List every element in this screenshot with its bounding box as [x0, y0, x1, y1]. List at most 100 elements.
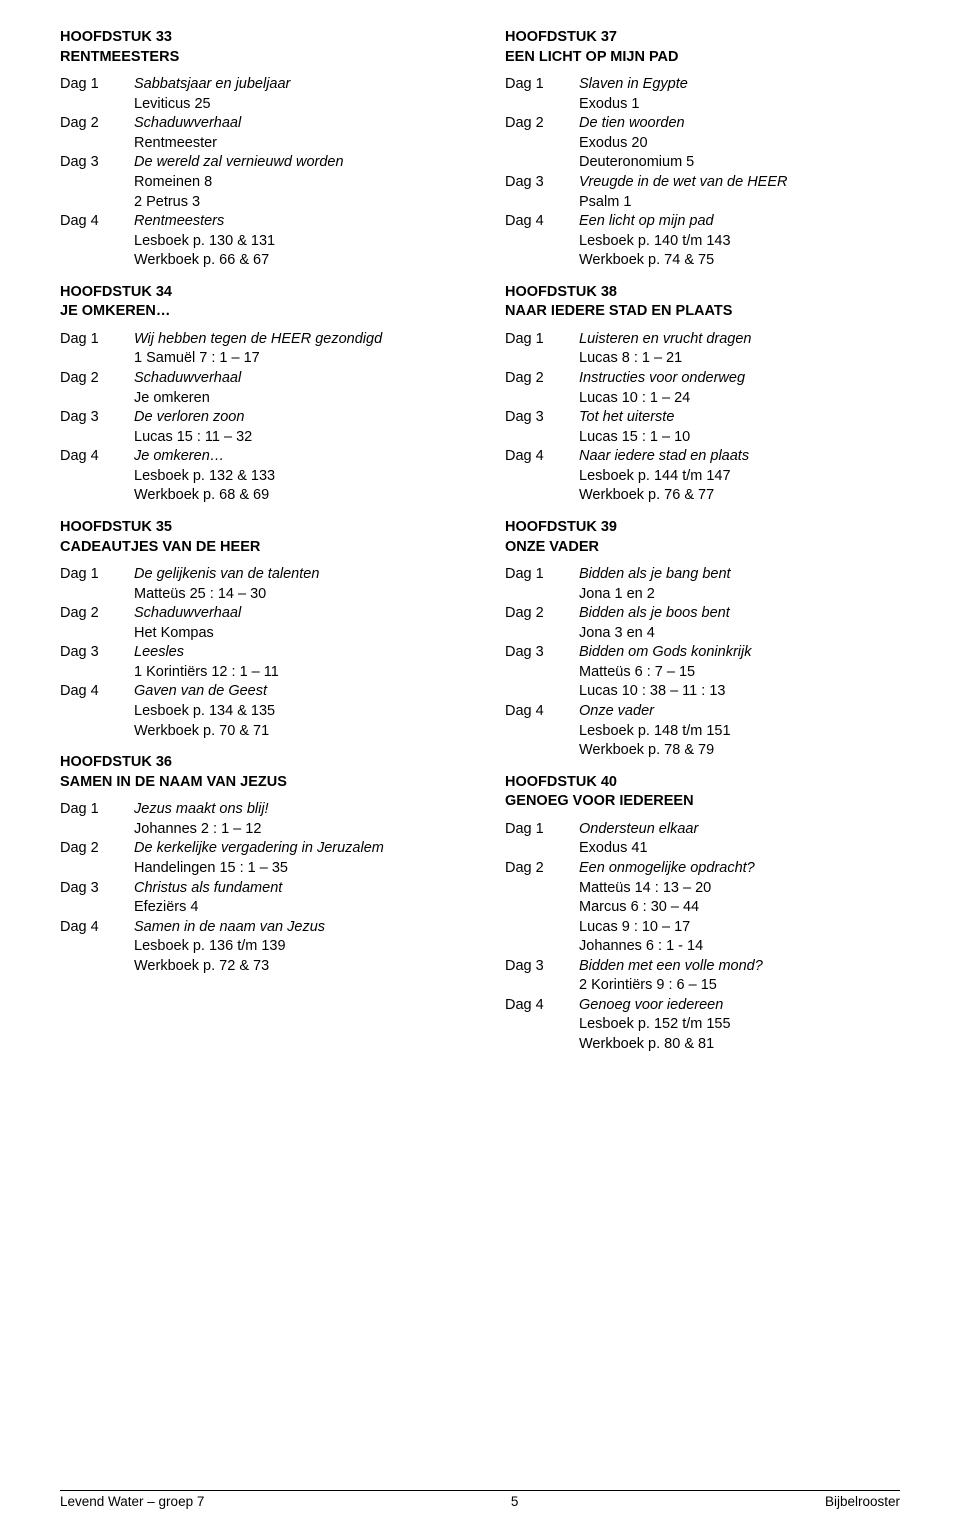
entry-line: 2 Petrus 3: [134, 193, 455, 213]
dag-label: Dag 1: [505, 820, 579, 859]
entry-body: SchaduwverhaalHet Kompas: [134, 604, 455, 643]
dag-label: Dag 3: [505, 957, 579, 996]
entry-line: Samen in de naam van Jezus: [134, 918, 455, 938]
chapter-subtitle: CADEAUTJES VAN DE HEER: [60, 538, 455, 558]
entry-line: Je omkeren…: [134, 447, 455, 467]
dag-label: Dag 2: [60, 369, 134, 408]
entry-line: Werkboek p. 66 & 67: [134, 251, 455, 271]
entry-line: Lucas 10 : 1 – 24: [579, 389, 900, 409]
entry: Dag 1Ondersteun elkaarExodus 41: [505, 820, 900, 859]
entry-line: Werkboek p. 80 & 81: [579, 1035, 900, 1055]
chapter-title: HOOFDSTUK 33: [60, 28, 455, 48]
dag-label: Dag 3: [60, 879, 134, 918]
entry-line: Werkboek p. 72 & 73: [134, 957, 455, 977]
entry-line: Het Kompas: [134, 624, 455, 644]
entry-body: Tot het uitersteLucas 15 : 1 – 10: [579, 408, 900, 447]
entry: Dag 4Je omkeren…Lesboek p. 132 & 133Werk…: [60, 447, 455, 506]
chapter-title: HOOFDSTUK 34: [60, 283, 455, 303]
dag-label: Dag 4: [60, 918, 134, 977]
entry-line: Matteüs 6 : 7 – 15: [579, 663, 900, 683]
entry: Dag 1Wij hebben tegen de HEER gezondigd1…: [60, 330, 455, 369]
dag-label: Dag 2: [60, 604, 134, 643]
entry-line: Ondersteun elkaar: [579, 820, 900, 840]
entry-line: Je omkeren: [134, 389, 455, 409]
entry-line: Romeinen 8: [134, 173, 455, 193]
chapter-ch35: HOOFDSTUK 35CADEAUTJES VAN DE HEERDag 1D…: [60, 518, 455, 749]
entry: Dag 3De wereld zal vernieuwd wordenRomei…: [60, 153, 455, 212]
footer-left: Levend Water – groep 7: [60, 1493, 204, 1511]
dag-label: Dag 3: [505, 408, 579, 447]
entry-body: RentmeestersLesboek p. 130 & 131Werkboek…: [134, 212, 455, 271]
entry: Dag 2SchaduwverhaalHet Kompas: [60, 604, 455, 643]
dag-label: Dag 1: [60, 75, 134, 114]
entry-line: Een onmogelijke opdracht?: [579, 859, 900, 879]
entry-line: Instructies voor onderweg: [579, 369, 900, 389]
dag-label: Dag 4: [505, 996, 579, 1055]
entry: Dag 2De tien woordenExodus 20Deuteronomi…: [505, 114, 900, 173]
chapter-subtitle: ONZE VADER: [505, 538, 900, 558]
entry: Dag 3Bidden met een volle mond?2 Korinti…: [505, 957, 900, 996]
chapter-subtitle: NAAR IEDERE STAD EN PLAATS: [505, 302, 900, 322]
chapter-subtitle: GENOEG VOOR IEDEREEN: [505, 792, 900, 812]
entry-body: De gelijkenis van de talentenMatteüs 25 …: [134, 565, 455, 604]
spacer: [505, 506, 900, 514]
entry-body: Wij hebben tegen de HEER gezondigd1 Samu…: [134, 330, 455, 369]
entry: Dag 1Jezus maakt ons blij!Johannes 2 : 1…: [60, 800, 455, 839]
entry: Dag 4Genoeg voor iedereenLesboek p. 152 …: [505, 996, 900, 1055]
chapter-ch39: HOOFDSTUK 39ONZE VADERDag 1Bidden als je…: [505, 518, 900, 769]
entry-line: Lucas 10 : 38 – 11 : 13: [579, 682, 900, 702]
entry-body: Christus als fundamentEfeziërs 4: [134, 879, 455, 918]
entry-line: Johannes 6 : 1 - 14: [579, 937, 900, 957]
entry-body: Ondersteun elkaarExodus 41: [579, 820, 900, 859]
chapter-ch36: HOOFDSTUK 36SAMEN IN DE NAAM VAN JEZUSDa…: [60, 753, 455, 984]
entry: Dag 1De gelijkenis van de talentenMatteü…: [60, 565, 455, 604]
entry-line: Lesboek p. 134 & 135: [134, 702, 455, 722]
entry: Dag 2De kerkelijke vergadering in Jeruza…: [60, 839, 455, 878]
entry-line: 1 Korintiërs 12 : 1 – 11: [134, 663, 455, 683]
dag-label: Dag 4: [505, 447, 579, 506]
chapter-ch34: HOOFDSTUK 34JE OMKEREN…Dag 1Wij hebben t…: [60, 283, 455, 514]
footer-right: Bijbelrooster: [825, 1493, 900, 1511]
entry-line: Efeziërs 4: [134, 898, 455, 918]
dag-label: Dag 3: [60, 153, 134, 212]
dag-label: Dag 2: [60, 839, 134, 878]
entry-line: Lesboek p. 144 t/m 147: [579, 467, 900, 487]
entry-body: Samen in de naam van JezusLesboek p. 136…: [134, 918, 455, 977]
entry-line: Rentmeesters: [134, 212, 455, 232]
entry-line: Deuteronomium 5: [579, 153, 900, 173]
dag-label: Dag 4: [60, 447, 134, 506]
dag-label: Dag 2: [505, 369, 579, 408]
entry-line: Lesboek p. 132 & 133: [134, 467, 455, 487]
entry-body: Bidden met een volle mond?2 Korintiërs 9…: [579, 957, 900, 996]
entry: Dag 4Gaven van de GeestLesboek p. 134 & …: [60, 682, 455, 741]
entry-line: Tot het uiterste: [579, 408, 900, 428]
columns: HOOFDSTUK 33RENTMEESTERSDag 1Sabbatsjaar…: [60, 24, 900, 1063]
entry-body: De verloren zoonLucas 15 : 11 – 32: [134, 408, 455, 447]
entry-line: Matteüs 14 : 13 – 20: [579, 879, 900, 899]
chapter-title: HOOFDSTUK 36: [60, 753, 455, 773]
entry-line: Vreugde in de wet van de HEER: [579, 173, 900, 193]
entry-line: Marcus 6 : 30 – 44: [579, 898, 900, 918]
column-right: HOOFDSTUK 37EEN LICHT OP MIJN PADDag 1Sl…: [505, 24, 900, 1063]
entry-line: 2 Korintiërs 9 : 6 – 15: [579, 976, 900, 996]
entry: Dag 2Bidden als je boos bentJona 3 en 4: [505, 604, 900, 643]
entry-body: SchaduwverhaalRentmeester: [134, 114, 455, 153]
spacer: [505, 1055, 900, 1063]
spacer: [60, 506, 455, 514]
entry-line: Bidden met een volle mond?: [579, 957, 900, 977]
dag-label: Dag 3: [60, 408, 134, 447]
entry-line: Rentmeester: [134, 134, 455, 154]
entry-line: Lesboek p. 130 & 131: [134, 232, 455, 252]
entry: Dag 1Slaven in EgypteExodus 1: [505, 75, 900, 114]
entry-line: Exodus 41: [579, 839, 900, 859]
entry-line: Werkboek p. 70 & 71: [134, 722, 455, 742]
entry-body: De kerkelijke vergadering in JeruzalemHa…: [134, 839, 455, 878]
entry-line: Jona 1 en 2: [579, 585, 900, 605]
entry-line: Bidden als je boos bent: [579, 604, 900, 624]
entry: Dag 2SchaduwverhaalJe omkeren: [60, 369, 455, 408]
chapter-title: HOOFDSTUK 38: [505, 283, 900, 303]
entry-line: Lucas 9 : 10 – 17: [579, 918, 900, 938]
entry: Dag 4Onze vaderLesboek p. 148 t/m 151Wer…: [505, 702, 900, 761]
dag-label: Dag 4: [60, 682, 134, 741]
entry-line: Exodus 20: [579, 134, 900, 154]
